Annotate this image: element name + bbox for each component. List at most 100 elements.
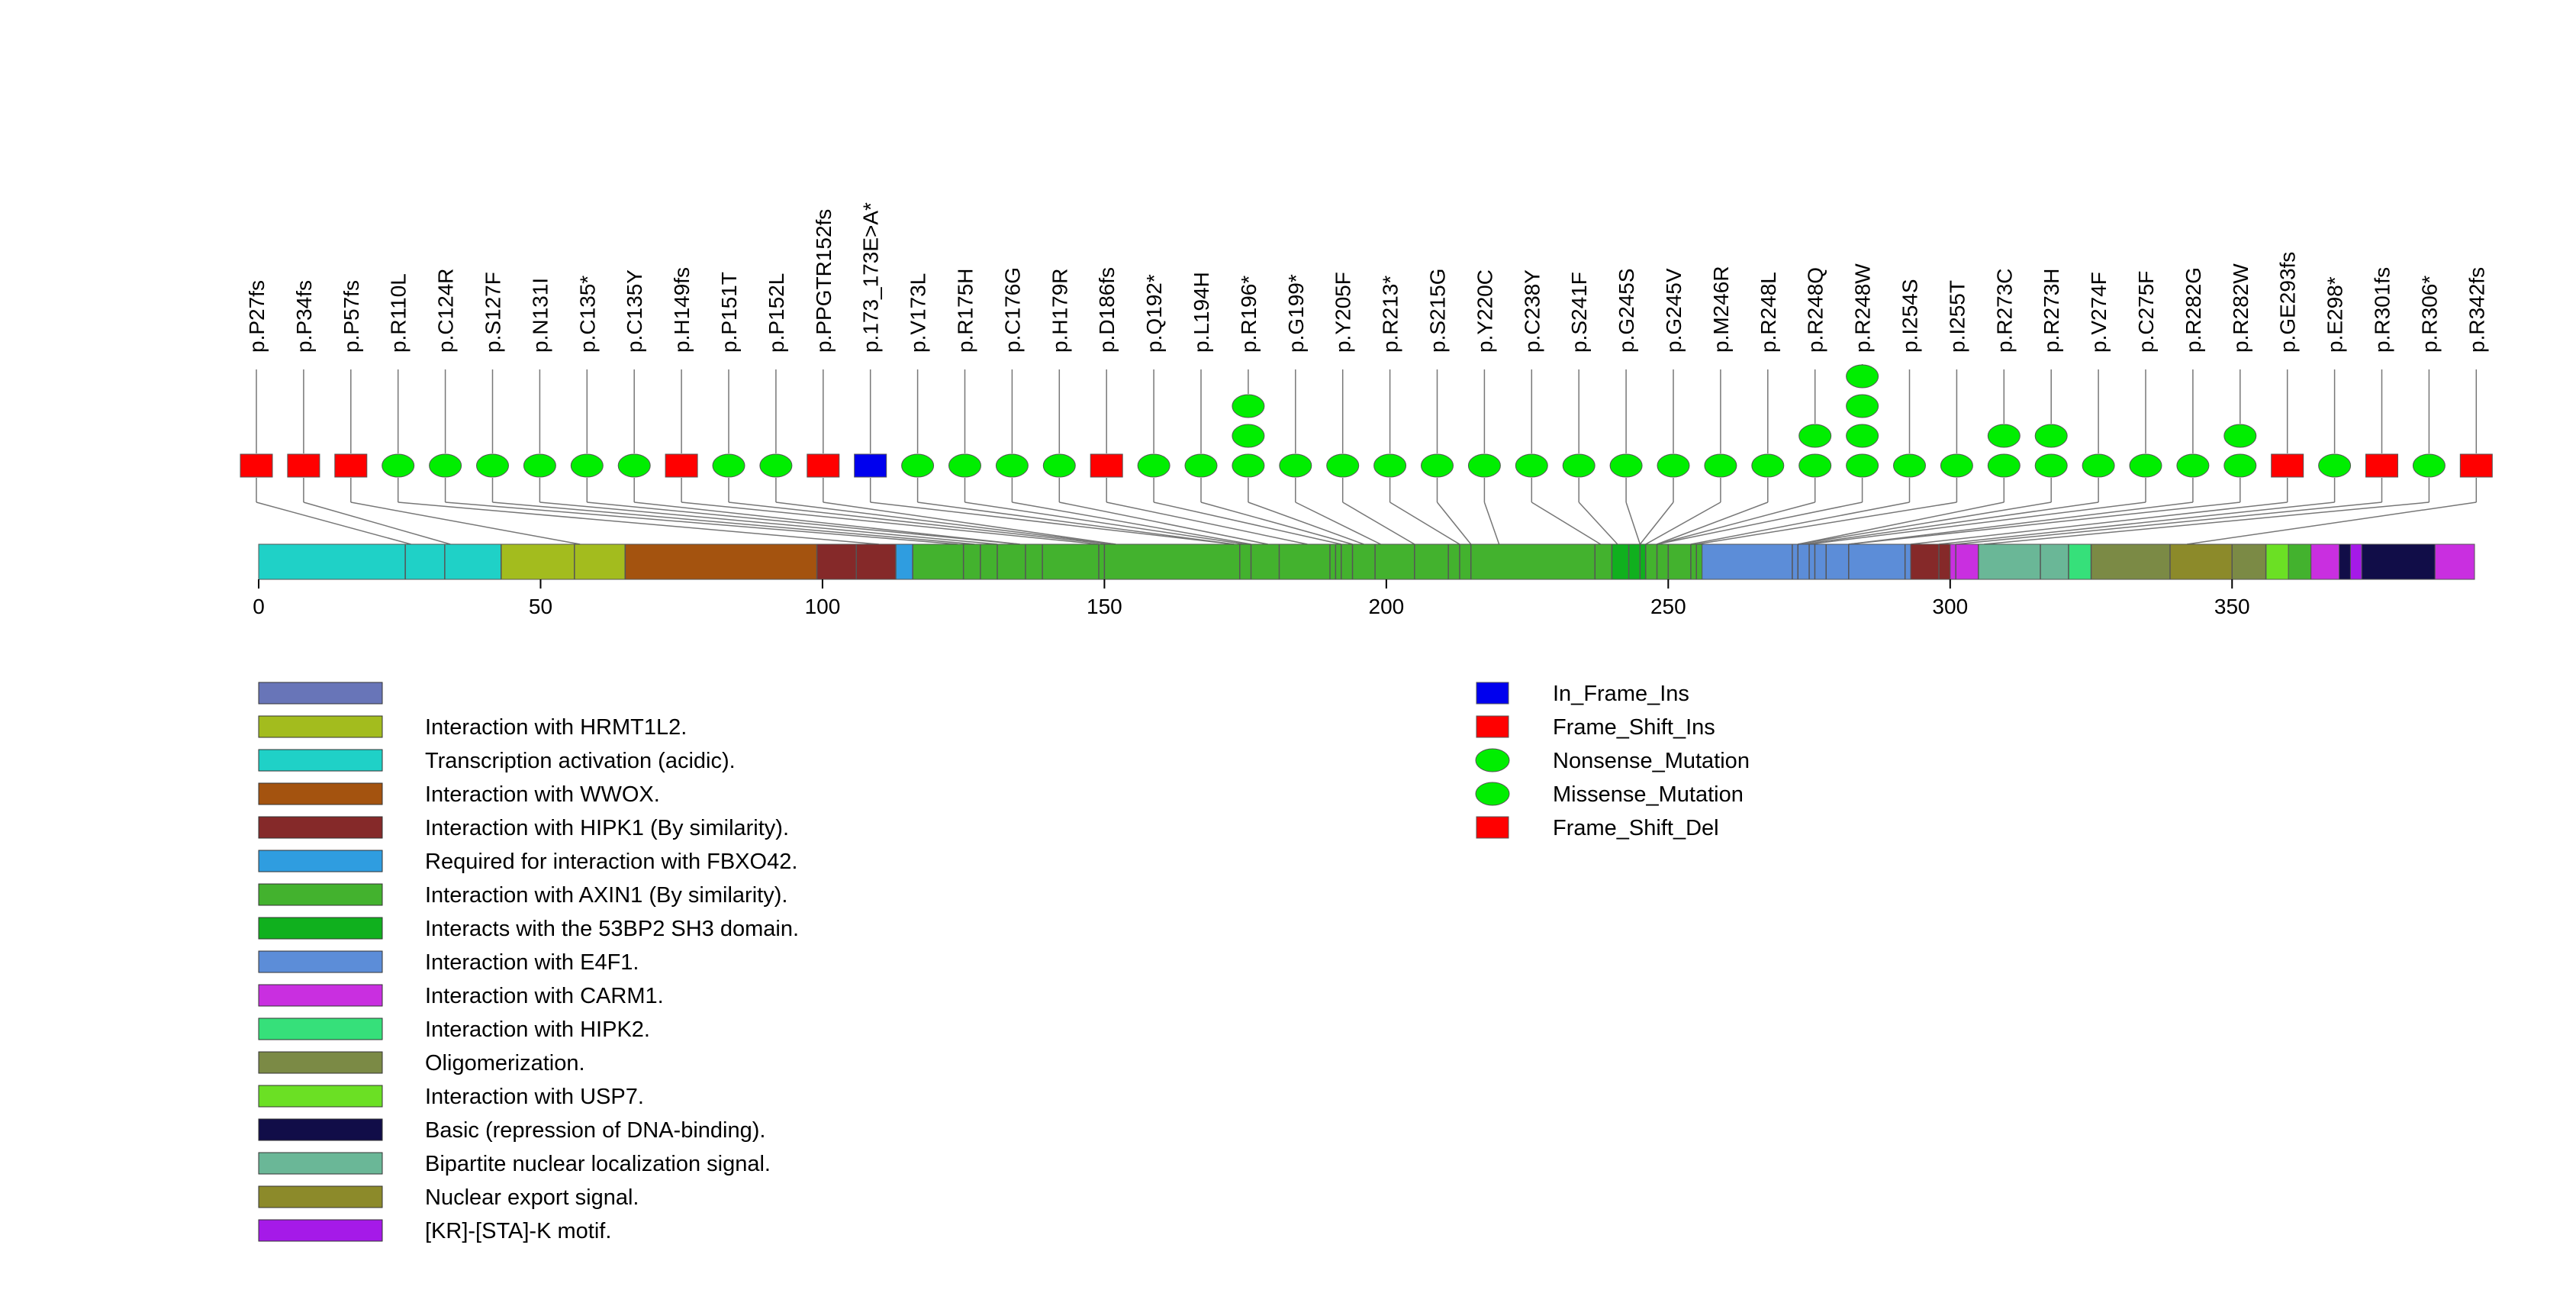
domain-legend-label: [KR]-[STA]-K motif.: [425, 1219, 611, 1243]
mutation-label: p.D186fs: [1095, 267, 1119, 353]
mutation-label: p.R282W: [2229, 263, 2252, 353]
mutation-label: p.C135Y: [623, 269, 646, 353]
domain-legend-label: Interaction with HIPK2.: [425, 1017, 650, 1042]
position-connector: [728, 501, 1110, 545]
domain-legend-label: Interaction with E4F1.: [425, 950, 639, 975]
mutation-type-swatch: [1476, 816, 1509, 839]
mutation-label: p.R175H: [954, 268, 977, 353]
position-connector: [350, 501, 581, 545]
mutation-label: p.N131I: [528, 278, 552, 353]
mutation-marker: [1326, 453, 1360, 478]
mutation-type-legend: In_Frame_Ins Frame_Shift_Ins Nonsense_Muta…: [1475, 682, 1750, 840]
axis-tick-label: 100: [805, 595, 841, 618]
mutation-marker: [1609, 453, 1643, 478]
mutation-label: p.C275F: [2134, 271, 2158, 353]
position-connector: [1803, 501, 2099, 545]
position-connector: [1295, 501, 1381, 545]
position-connector: [1531, 501, 1602, 545]
mutation-label: p.R213*: [1379, 276, 1402, 353]
mutation-marker: [1846, 453, 1879, 478]
mutation-marker: [901, 453, 935, 478]
mutation-marker: [1846, 424, 1879, 448]
mutation-marker: [2318, 453, 2352, 478]
mutation-marker: [1846, 364, 1879, 389]
domain-legend-swatch: [258, 1051, 383, 1074]
position-connector: [1153, 501, 1341, 545]
domain-segment: [574, 543, 626, 580]
position-connector: [1798, 501, 2004, 545]
mutation-marker: [1090, 453, 1123, 478]
mutation-marker: [2365, 453, 2398, 478]
position-connector: [1657, 501, 1769, 545]
mutation-markers: [240, 364, 2493, 478]
mutation-label: p.Q192*: [1142, 274, 1166, 353]
mutation-marker: [1657, 453, 1690, 478]
position-connector: [1106, 501, 1308, 545]
position-connector: [1625, 501, 1641, 545]
mutation-label: p.R248L: [1757, 272, 1780, 353]
axis-tick-label: 350: [2214, 595, 2250, 618]
domain-legend-swatch: [258, 715, 383, 738]
position-connector: [1578, 501, 1618, 545]
position-connector: [964, 501, 1246, 545]
mutation-marker: [2034, 424, 2068, 448]
domain-segment: [912, 543, 1669, 580]
mutation-marker: [1467, 453, 1501, 478]
domain-legend-swatch: [258, 950, 383, 973]
mutation-label: p.H149fs: [670, 267, 694, 353]
mutation-type-label: Frame_Shift_Del: [1553, 816, 1719, 840]
domain-legend-label: Bipartite nuclear localization signal.: [425, 1152, 771, 1176]
mutation-marker: [2176, 453, 2210, 478]
mutation-type-swatch: [1475, 748, 1510, 772]
position-connector: [1012, 501, 1251, 545]
mutation-marker: [2223, 453, 2257, 478]
mutation-label: p.M246R: [1709, 266, 1733, 353]
mutation-label: p.P151T: [717, 272, 741, 353]
mutation-type-swatch: [1476, 682, 1509, 705]
mutation-marker: [1893, 453, 1926, 478]
mutation-type-label: In_Frame_Ins: [1553, 682, 1689, 706]
domain-segment: [2310, 543, 2340, 580]
domain-segment: [2339, 543, 2351, 580]
domain-segment: [2068, 543, 2092, 580]
mutation-label: p.G245S: [1615, 268, 1638, 353]
mutation-label: p.GE293fs: [2276, 252, 2300, 353]
mutation-labels: p.P27fs p.P34fs p.P57fs p.R110L p.C124R p.S12…: [245, 202, 2488, 353]
mutation-label: p.R248Q: [1804, 267, 1827, 353]
domain-legend-label: Interaction with USP7.: [425, 1085, 644, 1109]
mutation-marker: [1279, 453, 1312, 478]
mutation-marker: [617, 453, 651, 478]
mutation-label: p.C135*: [575, 276, 599, 353]
domain-legend-swatch: [258, 1118, 383, 1141]
position-connector: [870, 501, 1235, 545]
axis-tick-label: 200: [1369, 595, 1405, 618]
mutation-marker: [948, 453, 981, 478]
position-connector: [823, 501, 1116, 545]
mutation-label: p.R110L: [387, 273, 411, 353]
axis-tick-label: 250: [1650, 595, 1686, 618]
mutation-label: p.R273H: [2040, 268, 2063, 353]
mutation-type-swatch: [1475, 782, 1510, 806]
domain-legend-swatch: [258, 850, 383, 872]
mutation-label: p.S241F: [1567, 272, 1591, 353]
mutation-label: p.I254S: [1898, 279, 1922, 353]
position-connector: [1910, 501, 2288, 545]
mutation-label: p.P34fs: [292, 280, 316, 353]
axis-tick-label: 300: [1932, 595, 1968, 618]
domain-segment: [2265, 543, 2289, 580]
domain-legend-label: Nuclear export signal.: [425, 1185, 639, 1210]
domain-legend-swatch: [258, 1185, 383, 1208]
mutation-label: p.R342fs: [2465, 267, 2488, 353]
position-connector: [1696, 501, 1957, 545]
domain-legend-swatch: [258, 883, 383, 906]
domain-segment: [1702, 543, 1911, 580]
position-connector: [1645, 501, 1721, 545]
mutation-stems: [256, 364, 2478, 453]
mutation-marker: [1232, 424, 1265, 448]
domain-segment: [895, 543, 913, 580]
domain-segment: [404, 543, 502, 580]
position-connector: [256, 501, 411, 545]
position-connector: [1436, 501, 1472, 545]
mutation-label: p.173_173E>A*: [859, 202, 883, 353]
